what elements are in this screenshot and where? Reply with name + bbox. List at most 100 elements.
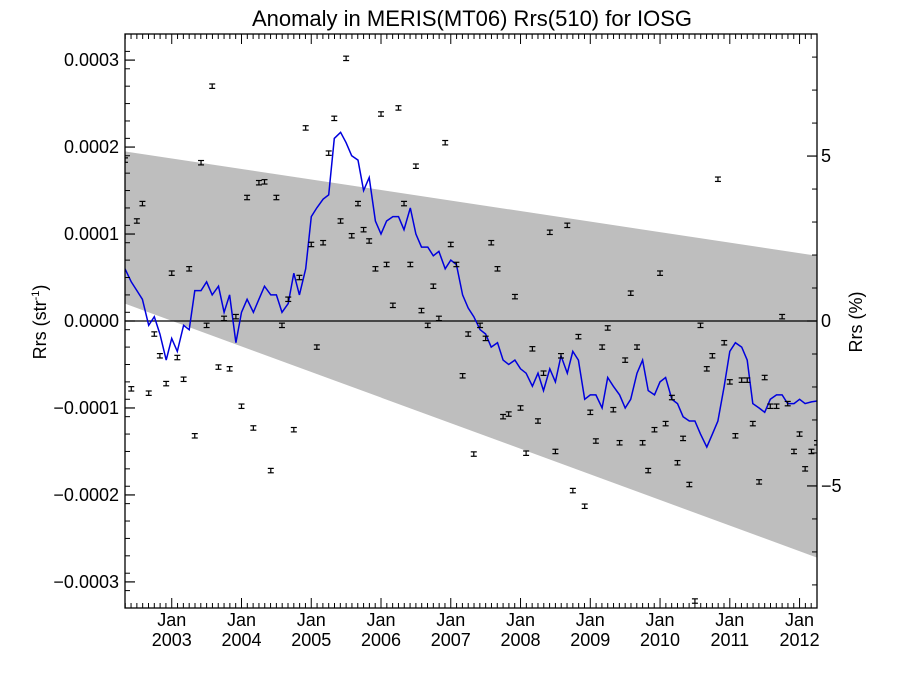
data-point [779, 313, 786, 320]
data-point [784, 400, 791, 407]
y-axis-label-left: Rrs (str-1) [30, 285, 50, 360]
left-tick-label: 0.0001 [64, 224, 119, 244]
data-point [430, 283, 437, 290]
chart-title: Anomaly in MERIS(MT06) Rrs(510) for IOSG [252, 6, 692, 31]
data-point [459, 372, 466, 379]
data-point [488, 239, 495, 246]
x-tick-year-label: 2012 [780, 630, 820, 650]
data-point [250, 425, 257, 431]
y-axis-label-left-main: Rrs (str [30, 300, 50, 359]
data-point [732, 433, 739, 439]
data-point [273, 194, 280, 201]
data-point [168, 270, 175, 276]
data-point [215, 364, 222, 370]
data-point [482, 335, 489, 342]
data-point [680, 435, 687, 442]
data-point [500, 413, 507, 420]
x-tick-month-label: Jan [576, 610, 605, 630]
data-point [331, 115, 338, 122]
x-tick-month-label: Jan [715, 610, 744, 630]
data-point [145, 390, 152, 396]
trend-envelope [125, 151, 817, 558]
x-tick-month-label: Jan [227, 610, 256, 630]
data-point [302, 125, 309, 131]
data-point [802, 466, 809, 472]
data-point [125, 157, 128, 163]
x-tick-year-label: 2011 [710, 630, 749, 650]
data-point [557, 352, 564, 359]
x-tick-year-label: 2010 [640, 630, 680, 650]
data-point [232, 313, 239, 320]
data-point [395, 105, 402, 111]
data-point [564, 222, 571, 229]
data-point [378, 111, 385, 117]
data-point [401, 200, 408, 207]
right-tick-label: 5 [821, 146, 831, 166]
data-point [627, 290, 634, 296]
data-point [529, 346, 536, 352]
data-point [209, 83, 216, 89]
data-point [657, 270, 664, 276]
data-point [343, 55, 350, 62]
data-point [749, 420, 756, 427]
data-point [709, 352, 716, 359]
data-point [163, 380, 170, 387]
data-point [773, 403, 780, 410]
smoothed-anomaly-line [125, 131, 817, 449]
left-tick-label: 0.0003 [64, 50, 119, 70]
data-point [761, 374, 768, 381]
x-tick-year-label: 2009 [570, 630, 610, 650]
data-point [296, 274, 303, 281]
data-point [639, 439, 646, 446]
data-point [151, 331, 158, 337]
data-point [285, 296, 292, 303]
data-point [674, 459, 681, 466]
y-axis-label-left-exponent: -1 [30, 291, 42, 301]
data-point [511, 293, 518, 300]
data-point [726, 379, 733, 385]
data-point [313, 344, 320, 350]
data-point [203, 322, 210, 329]
data-point [645, 467, 652, 474]
data-point [191, 433, 198, 439]
left-tick-label: −0.0001 [53, 398, 119, 418]
data-point [372, 266, 379, 272]
data-point [575, 333, 582, 340]
left-tick-label: 0.0002 [64, 137, 119, 157]
data-point [453, 261, 460, 268]
data-point [221, 315, 228, 322]
data-point [290, 426, 297, 433]
x-tick-month-label: Jan [157, 610, 186, 630]
data-point [721, 339, 728, 346]
data-point [756, 479, 763, 485]
data-point [691, 598, 698, 604]
data-point [174, 354, 181, 361]
left-tick-label: −0.0003 [53, 572, 119, 592]
data-point [226, 366, 233, 372]
x-tick-month-label: Jan [297, 610, 326, 630]
data-point [686, 481, 693, 488]
data-point [767, 403, 774, 410]
data-point [616, 439, 623, 446]
data-point [517, 405, 524, 411]
x-tick-month-label: Jan [646, 610, 675, 630]
data-point [808, 448, 815, 455]
data-point [697, 322, 704, 329]
axes: 0.0003 0.0002 0.0001 0.0000 −0.0001 −0.0002 −0… [53, 33, 842, 650]
data-point [790, 448, 797, 455]
data-point [180, 376, 187, 383]
data-point [662, 420, 669, 427]
data-point [267, 467, 274, 474]
data-point [337, 218, 344, 224]
data-point [569, 487, 576, 494]
x-tick-month-label: Jan [366, 610, 395, 630]
data-point [494, 266, 501, 272]
data-point [133, 218, 140, 224]
data-point [552, 448, 559, 455]
data-point [651, 426, 658, 433]
data-point [407, 261, 414, 268]
data-point [261, 179, 268, 185]
data-point [599, 344, 606, 350]
data-point [610, 406, 617, 413]
